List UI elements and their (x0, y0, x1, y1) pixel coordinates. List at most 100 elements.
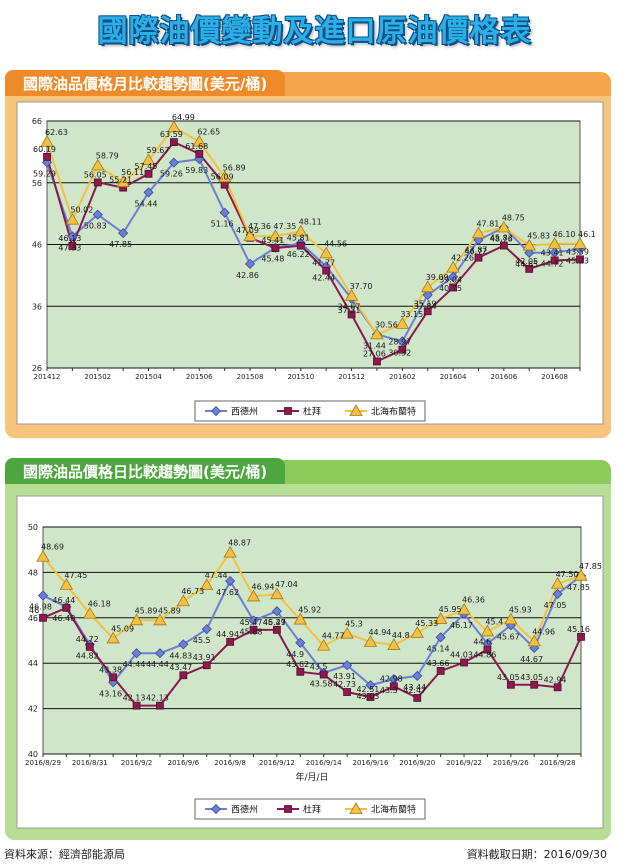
daily-point-brent (153, 613, 167, 626)
daily-data-label: 42.13 (123, 694, 146, 703)
monthly-series-line-brent (46, 125, 580, 336)
monthly-data-label: 60.19 (33, 145, 56, 154)
monthly-legend-marker-wti (210, 405, 222, 417)
daily-data-label: 46.48 (52, 614, 75, 623)
daily-data-label: 47.85 (579, 562, 602, 571)
monthly-point-brent (91, 158, 105, 171)
daily-x-tick-label: 2016/9/26 (493, 759, 529, 767)
daily-point-dubai (460, 658, 468, 667)
monthly-x-tick-label: 201506 (186, 373, 213, 381)
monthly-data-label: 30.32 (388, 348, 411, 357)
monthly-point-dubai (576, 255, 584, 264)
monthly-data-label: 63.59 (160, 130, 183, 139)
monthly-price-chart: 26 36 46 56 66 201412 201502 201504 201506 201508… (16, 101, 604, 425)
daily-data-label: 48.69 (41, 543, 64, 552)
daily-data-label: 43.58 (310, 680, 333, 689)
daily-data-label: 42.47 (403, 686, 426, 695)
daily-data-label: 43.44 (403, 683, 426, 692)
monthly-data-label: 28.97 (388, 338, 411, 347)
daily-data-label: 44.67 (520, 655, 543, 664)
daily-legend-marker-dubai (284, 805, 292, 813)
daily-point-brent (317, 638, 331, 651)
monthly-data-label: 47.09 (236, 226, 259, 235)
monthly-data-label: 42.05 (515, 257, 538, 266)
daily-data-label: 46.17 (450, 621, 473, 630)
monthly-data-label: 51.16 (211, 220, 234, 229)
monthly-point-brent (217, 170, 232, 183)
daily-data-label: 42.94 (544, 675, 567, 684)
monthly-data-label: 58.79 (96, 152, 119, 161)
daily-point-brent (410, 626, 424, 638)
daily-point-dubai (62, 603, 71, 612)
daily-data-label: 44.9 (286, 650, 304, 659)
daily-y-tick-label: 50 (28, 523, 38, 532)
daily-point-wti (201, 624, 212, 635)
monthly-y-tick-label: 56 (32, 179, 42, 188)
monthly-x-tick-label: 201604 (440, 373, 467, 381)
monthly-data-label: 48.11 (299, 217, 322, 226)
daily-data-label: 48.87 (228, 539, 251, 548)
daily-point-brent (433, 612, 448, 624)
daily-data-label: 44.94 (216, 630, 239, 639)
daily-data-label: 42.51 (356, 685, 379, 694)
daily-point-brent (340, 626, 354, 639)
monthly-data-label: 47.81 (476, 219, 499, 228)
monthly-data-label: 46.1 (578, 230, 596, 239)
monthly-data-label: 59.67 (147, 146, 170, 155)
monthly-point-wti (219, 207, 230, 218)
daily-point-brent (363, 635, 378, 647)
monthly-data-label: 61.68 (185, 142, 208, 151)
daily-data-label: 44.77 (322, 632, 345, 641)
source-note: 資料來源：經濟部能源局 (4, 848, 125, 861)
monthly-data-label: 45.83 (527, 232, 550, 241)
monthly-x-tick-label: 201502 (84, 373, 111, 381)
monthly-data-label: 44.56 (324, 239, 347, 248)
daily-point-wti (412, 670, 423, 681)
daily-data-label: 43.3 (380, 686, 398, 695)
daily-point-dubai (483, 645, 492, 654)
daily-y-tick-label: 46 (28, 614, 38, 623)
monthly-y-tick-label: 66 (32, 117, 42, 126)
daily-chart-title: 國際油品價格日比較趨勢圖(美元/桶) (5, 458, 286, 486)
monthly-data-label: 48.76 (490, 234, 513, 243)
monthly-data-label: 56.05 (84, 170, 107, 179)
monthly-legend-label-wti: 西德州 (231, 406, 258, 418)
monthly-data-label: 59.26 (160, 170, 183, 179)
monthly-point-dubai (550, 256, 559, 265)
daily-data-label: 47.45 (64, 571, 87, 580)
daily-point-dubai (39, 613, 47, 622)
monthly-data-label: 43.59 (566, 247, 589, 256)
daily-point-dubai (273, 625, 281, 634)
monthly-y-tick-label: 36 (32, 302, 42, 311)
monthly-point-brent (40, 135, 54, 147)
monthly-data-label: 44.72 (541, 259, 564, 268)
page-title: 國際油價變動及進口原油價格表 (97, 14, 532, 49)
monthly-point-dubai (170, 138, 178, 147)
monthly-data-label: 34.67 (338, 302, 361, 311)
daily-x-tick-label: 2016/9/20 (399, 759, 435, 767)
monthly-point-brent (294, 224, 308, 237)
daily-data-label: 44.44 (123, 660, 146, 669)
monthly-point-brent (141, 153, 156, 165)
monthly-data-label: 47.36 (248, 222, 271, 231)
monthly-data-label: 41.77 (312, 259, 335, 268)
daily-data-label: 43.38 (99, 665, 122, 674)
daily-point-brent (480, 624, 495, 637)
monthly-data-label: 59.83 (185, 166, 208, 175)
monthly-point-brent (497, 220, 511, 233)
monthly-legend-marker-dubai (284, 407, 292, 415)
monthly-data-label: 64.99 (172, 113, 195, 122)
daily-legend-label-dubai: 杜拜 (303, 804, 321, 816)
daily-point-dubai (202, 661, 211, 670)
monthly-data-label: 45.41 (261, 236, 284, 245)
monthly-series-line-wti (46, 158, 581, 343)
daily-point-brent (270, 587, 284, 600)
daily-series-line-wti (42, 575, 582, 687)
daily-point-dubai (553, 683, 562, 692)
daily-data-label: 45.4 (485, 617, 503, 626)
daily-data-label: 43.66 (427, 659, 450, 668)
monthly-point-wti (524, 247, 535, 258)
daily-data-label: 46.44 (52, 596, 75, 605)
daily-point-dubai (366, 693, 375, 701)
monthly-point-dubai (347, 310, 356, 319)
